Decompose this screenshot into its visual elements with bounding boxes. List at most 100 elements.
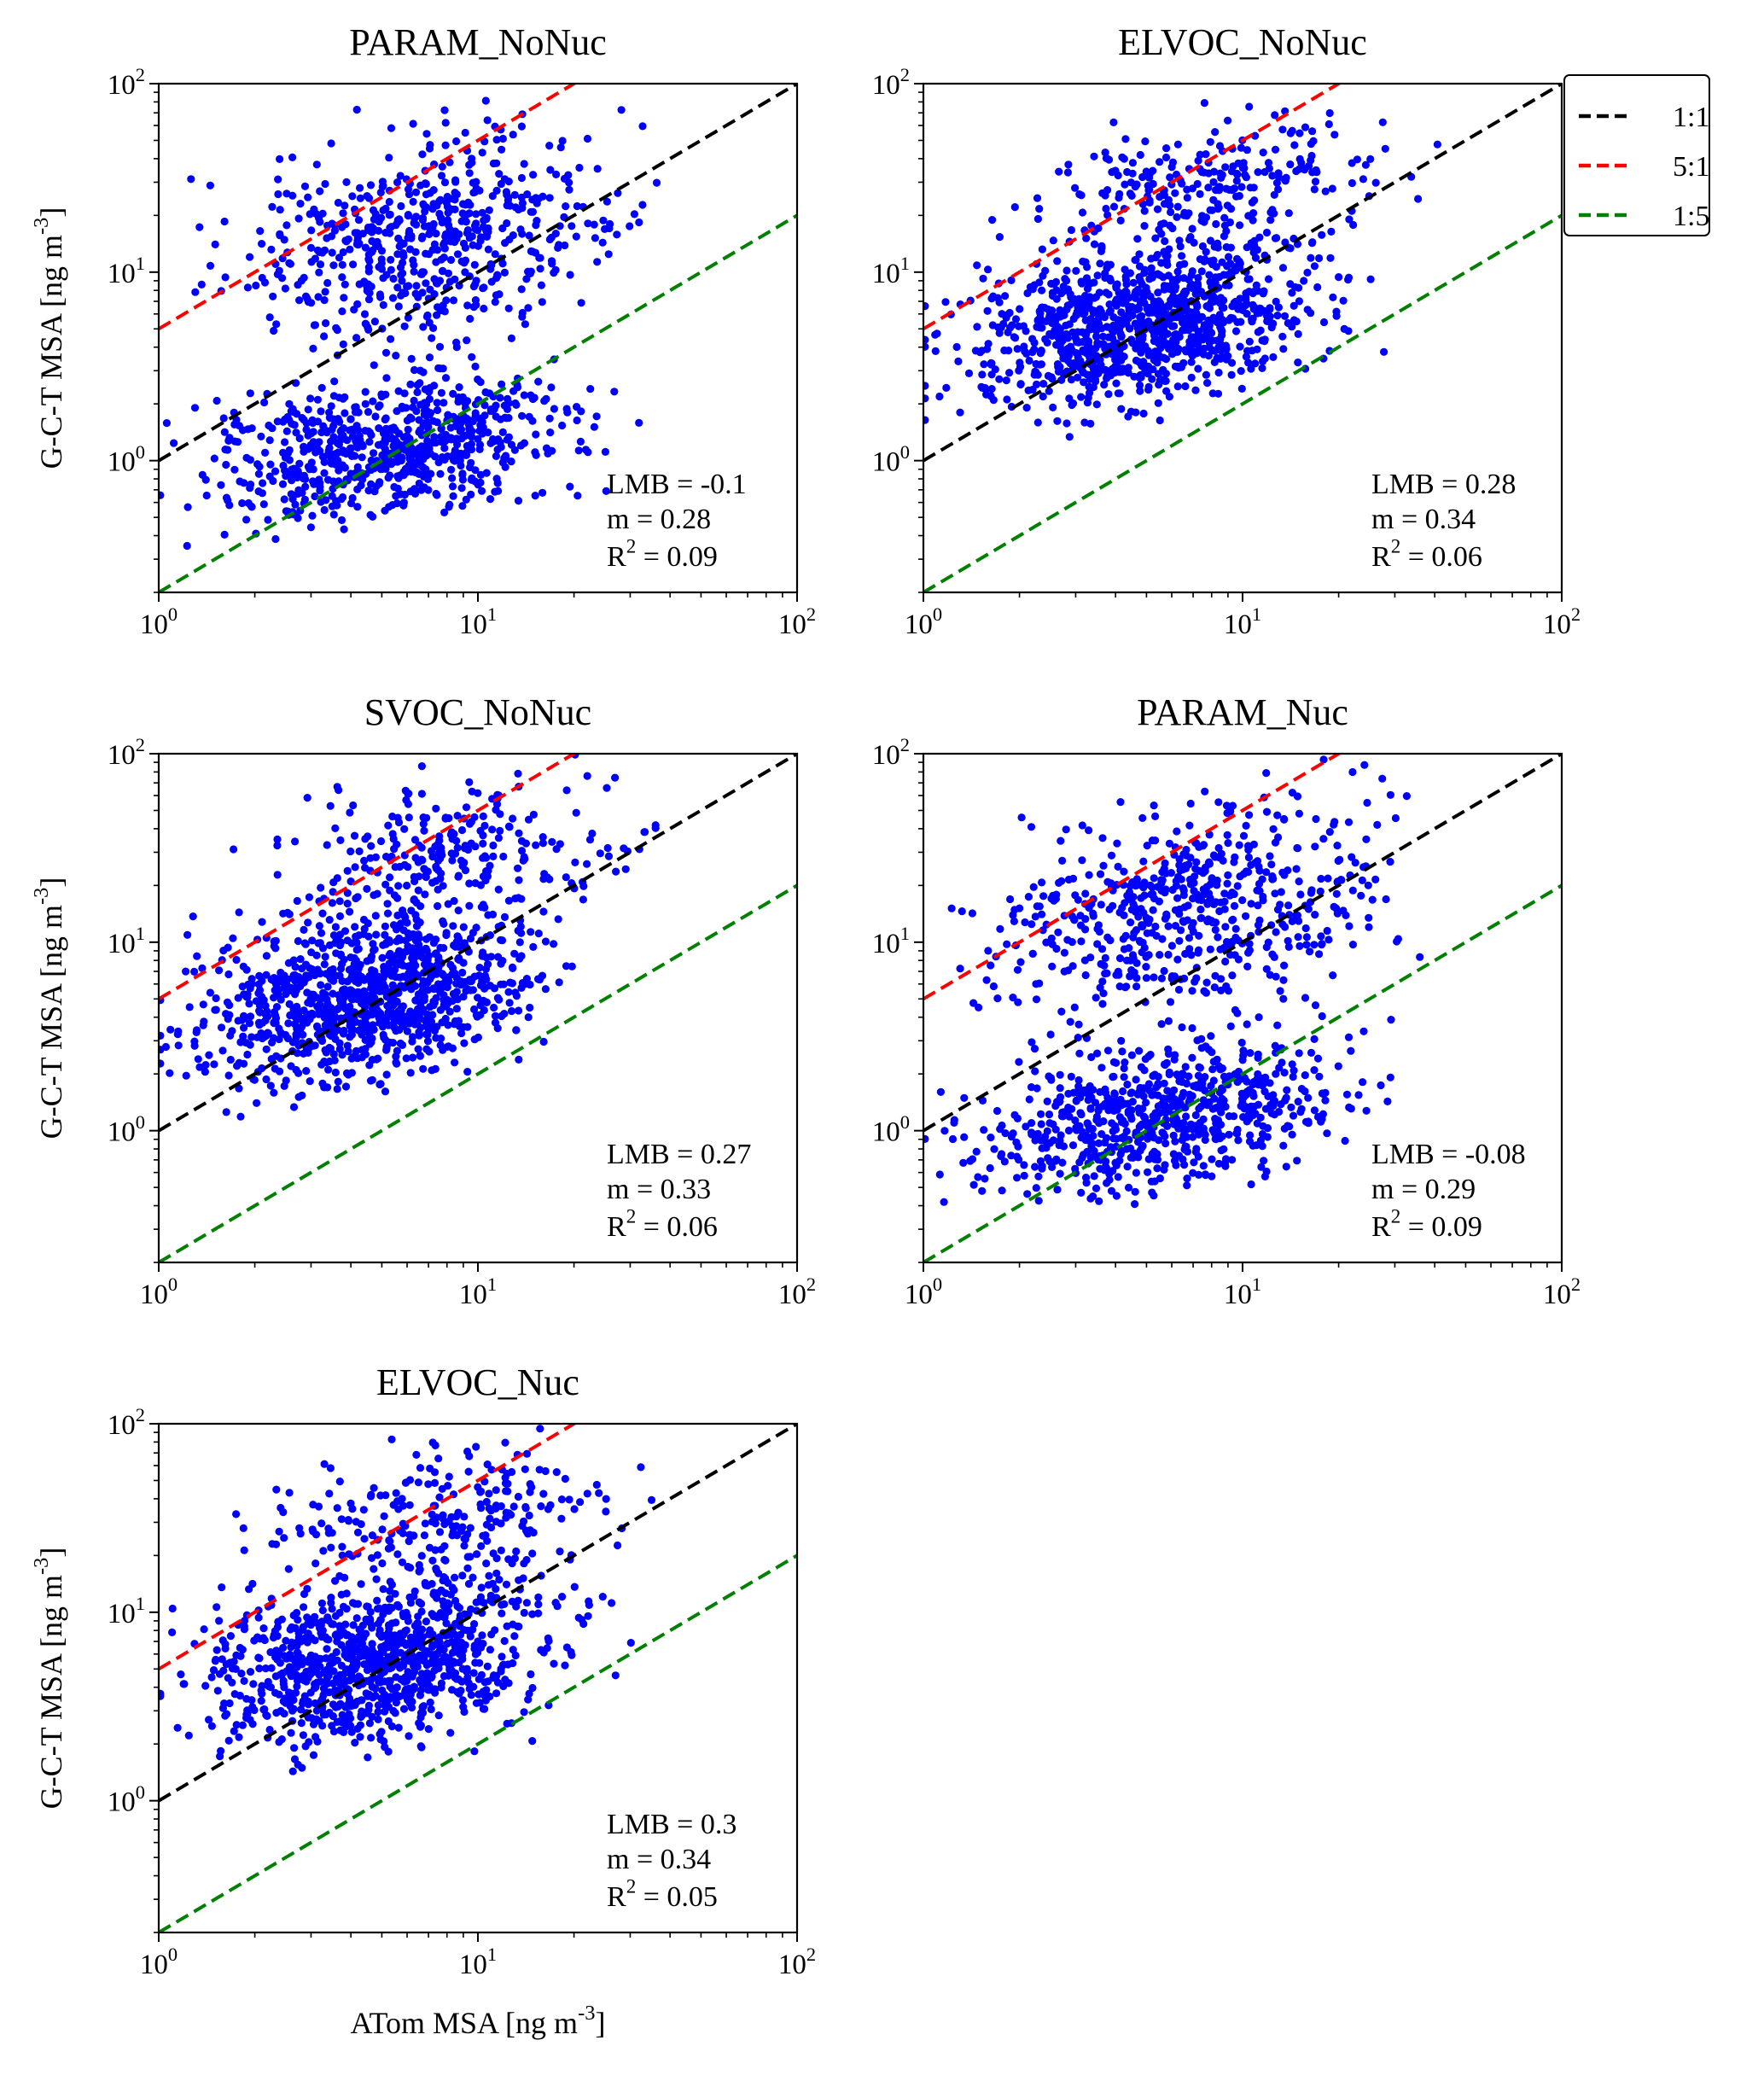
data-point	[1194, 1152, 1202, 1161]
data-point	[488, 192, 497, 201]
data-point	[1133, 235, 1142, 243]
data-point	[222, 493, 231, 502]
data-point	[504, 822, 514, 831]
data-point	[480, 283, 488, 292]
data-point	[480, 971, 490, 980]
data-point	[364, 932, 373, 941]
data-point	[1224, 253, 1233, 261]
data-point	[400, 389, 409, 398]
data-point	[433, 311, 441, 319]
y-tick-label: 102	[108, 734, 145, 771]
data-point	[370, 361, 378, 370]
data-point	[1273, 312, 1282, 320]
data-point	[394, 1007, 403, 1016]
data-point	[333, 439, 342, 447]
data-point	[562, 202, 570, 211]
data-point	[441, 437, 450, 446]
data-point	[1039, 892, 1048, 901]
data-point	[446, 255, 456, 265]
data-point	[528, 394, 538, 404]
data-point	[338, 993, 346, 1001]
data-point	[321, 953, 329, 961]
data-point	[166, 1069, 174, 1077]
data-point	[307, 948, 316, 957]
data-point	[1028, 920, 1036, 929]
data-point	[550, 940, 558, 948]
data-point	[1120, 353, 1128, 361]
data-point	[1243, 146, 1251, 154]
data-point	[488, 434, 498, 444]
data-point	[1194, 364, 1202, 373]
data-point	[494, 487, 503, 495]
data-point	[422, 813, 431, 822]
data-point	[1064, 160, 1073, 169]
data-point	[527, 207, 535, 216]
data-point	[1344, 273, 1354, 282]
data-point	[1243, 300, 1251, 308]
data-point	[1117, 405, 1126, 413]
data-point	[1243, 1077, 1251, 1086]
y-tick-label: 101	[872, 253, 910, 289]
data-point	[341, 409, 349, 417]
data-point	[282, 1076, 290, 1085]
data-point	[421, 890, 429, 899]
data-point	[422, 871, 430, 880]
data-point	[415, 460, 423, 469]
data-point	[393, 283, 402, 292]
data-point	[379, 300, 387, 309]
data-point	[1065, 394, 1074, 403]
panel-title: PARAM_NoNuc	[349, 21, 607, 63]
data-point	[544, 449, 552, 458]
data-point	[293, 1024, 301, 1033]
data-point	[480, 1006, 488, 1015]
data-point	[358, 475, 367, 484]
data-point	[427, 972, 435, 981]
data-point	[343, 436, 352, 445]
data-point	[418, 856, 427, 865]
data-point	[1109, 328, 1118, 336]
data-point	[1214, 183, 1223, 191]
data-point	[497, 959, 505, 968]
data-point	[1366, 154, 1375, 163]
data-point	[545, 142, 554, 150]
data-point	[1252, 281, 1260, 289]
data-point	[467, 839, 475, 848]
data-point	[459, 959, 468, 967]
data-point	[562, 873, 570, 882]
data-point	[573, 492, 582, 500]
data-point	[329, 1050, 338, 1058]
data-point	[1167, 869, 1175, 877]
data-point	[635, 218, 643, 227]
data-point	[1378, 118, 1387, 126]
data-point	[923, 394, 929, 403]
data-point	[1214, 1104, 1222, 1112]
data-point	[498, 224, 507, 233]
data-point	[984, 947, 993, 955]
data-point	[246, 984, 254, 993]
data-point	[496, 393, 504, 402]
data-point	[433, 279, 441, 288]
data-point	[411, 854, 420, 862]
data-point	[316, 260, 325, 269]
data-point	[1310, 1106, 1319, 1115]
data-point	[975, 1003, 983, 1011]
data-point	[460, 939, 469, 947]
data-point	[448, 474, 457, 482]
data-point	[320, 1058, 329, 1066]
data-point	[418, 953, 427, 962]
data-point	[1112, 379, 1121, 388]
data-point	[390, 1023, 399, 1032]
data-point	[159, 1046, 165, 1054]
data-point	[414, 1045, 422, 1053]
data-point	[1262, 769, 1271, 778]
data-point	[1117, 1036, 1126, 1045]
data-point	[432, 936, 440, 944]
data-point	[610, 388, 619, 396]
data-point	[1085, 871, 1093, 879]
data-point	[1147, 264, 1156, 272]
data-point	[334, 1005, 342, 1013]
reference-line-1-5	[159, 883, 797, 1262]
data-point	[463, 226, 473, 235]
